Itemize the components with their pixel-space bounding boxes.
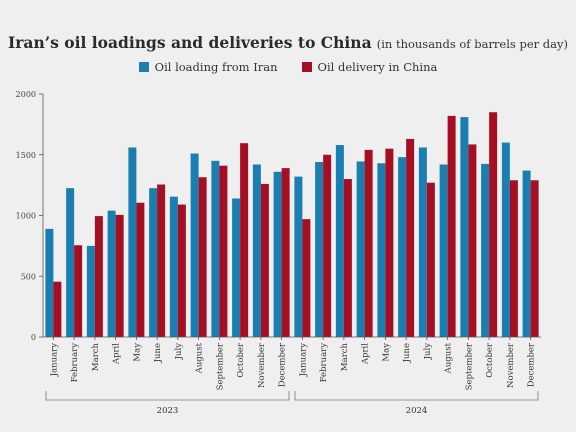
bar-loading	[481, 163, 490, 337]
y-tick-label: 1500	[16, 151, 36, 160]
bar-delivery	[509, 180, 518, 337]
year-label: 2023	[157, 406, 179, 416]
bar-delivery	[281, 168, 290, 337]
x-tick-label: March	[91, 342, 101, 371]
bar-loading	[190, 153, 199, 337]
bar-loading	[460, 117, 469, 338]
bar-delivery	[219, 165, 228, 337]
bar-delivery	[323, 154, 332, 337]
x-tick-label: August	[444, 342, 454, 374]
x-tick-label: December	[527, 342, 537, 387]
bar-loading	[252, 164, 261, 337]
bar-loading	[211, 160, 220, 337]
bar-loading	[294, 176, 303, 337]
legend: Oil loading from Iran Oil delivery in Ch…	[0, 60, 576, 74]
x-tick-label: July	[174, 343, 184, 361]
bar-delivery	[157, 184, 166, 337]
bar-loading	[107, 210, 116, 337]
bar-delivery	[385, 148, 394, 337]
bar-loading	[128, 147, 137, 337]
bar-delivery	[177, 204, 186, 337]
x-tick-label: March	[340, 342, 350, 371]
bar-delivery	[115, 214, 124, 337]
bar-delivery	[136, 202, 145, 337]
x-tick-label: July	[423, 343, 433, 361]
x-tick-label: October	[485, 342, 495, 378]
bar-loading	[377, 163, 386, 337]
x-tick-label: November	[506, 342, 516, 388]
bar-loading	[439, 164, 448, 337]
bar-loading	[356, 161, 365, 337]
bar-loading	[66, 188, 75, 337]
bar-loading	[398, 157, 407, 337]
x-tick-label: June	[402, 343, 412, 363]
x-tick-label: September	[464, 342, 474, 390]
legend-label-loading: Oil loading from Iran	[154, 60, 278, 74]
x-tick-label: August	[195, 342, 205, 374]
bar-loading	[169, 196, 178, 337]
legend-item-loading: Oil loading from Iran	[138, 60, 278, 74]
x-tick-label: September	[215, 342, 225, 390]
x-tick-label: May	[132, 343, 142, 362]
x-tick-label: December	[278, 342, 288, 387]
bar-loading	[335, 145, 344, 337]
chart-subtitle: (in thousands of barrels per day)	[376, 37, 568, 51]
bar-loading	[45, 228, 54, 337]
x-tick-label: October	[236, 342, 246, 378]
bar-loading	[501, 142, 510, 337]
bar-loading	[418, 147, 427, 337]
bar-loading	[315, 162, 324, 337]
year-bracket	[294, 391, 539, 401]
bar-delivery	[53, 281, 62, 337]
bar-delivery	[468, 144, 477, 337]
bar-delivery	[406, 138, 415, 337]
x-tick-label: January	[49, 343, 59, 378]
bar-delivery	[94, 216, 103, 337]
bar-delivery	[489, 112, 498, 337]
bar-loading	[86, 245, 95, 337]
bar-delivery	[240, 143, 249, 337]
bar-loading	[273, 171, 282, 337]
bar-delivery	[302, 219, 311, 337]
y-tick-label: 2000	[16, 90, 36, 99]
legend-item-delivery: Oil delivery in China	[301, 60, 438, 74]
chart-title: Iran’s oil loadings and deliveries to Ch…	[8, 33, 372, 52]
bar-loading	[232, 198, 241, 337]
x-tick-label: February	[70, 343, 80, 383]
year-label: 2024	[406, 406, 428, 416]
bar-delivery	[74, 245, 83, 337]
bar-delivery	[530, 180, 539, 337]
y-tick-label: 0	[31, 333, 36, 342]
bar-loading	[149, 188, 158, 337]
bar-delivery	[260, 183, 269, 337]
year-bracket	[45, 391, 290, 401]
bar-delivery	[426, 182, 435, 337]
x-tick-label: April	[112, 343, 122, 365]
bar-delivery	[364, 149, 373, 337]
legend-swatch-delivery	[301, 62, 312, 72]
x-tick-label: November	[257, 342, 267, 388]
x-tick-label: May	[381, 343, 391, 362]
x-tick-label: June	[153, 343, 163, 363]
bar-delivery	[198, 177, 207, 337]
x-tick-label: January	[298, 343, 308, 378]
x-tick-label: April	[361, 343, 371, 365]
bar-delivery	[447, 115, 456, 338]
bar-delivery	[343, 179, 352, 337]
legend-swatch-loading	[138, 62, 149, 72]
bar-loading	[522, 170, 531, 337]
x-tick-label: February	[319, 343, 329, 383]
y-tick-label: 1000	[16, 212, 36, 221]
chart-title-line: Iran’s oil loadings and deliveries to Ch…	[0, 33, 576, 52]
y-tick-label: 500	[21, 272, 36, 281]
legend-label-delivery: Oil delivery in China	[317, 60, 438, 74]
